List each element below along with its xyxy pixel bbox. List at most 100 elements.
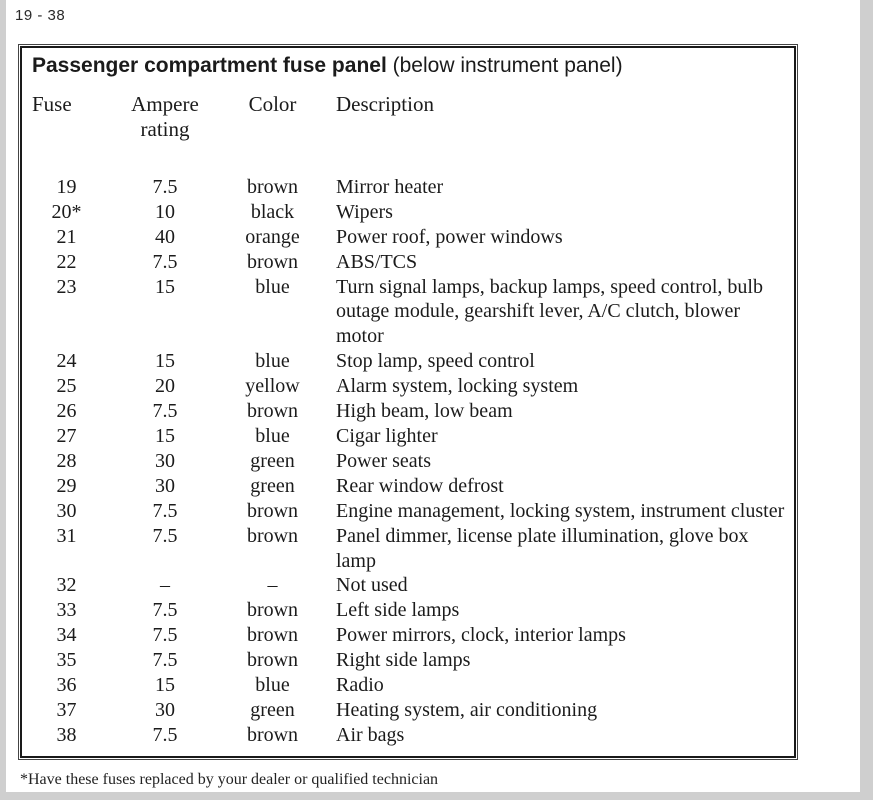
fuse-cell: 26 xyxy=(56,400,77,423)
table-title-rest: (below instrument panel) xyxy=(386,54,623,77)
description-cell: Mirror heater xyxy=(336,175,444,198)
description-cell: High beam, low beam xyxy=(336,400,513,423)
ampere-cell: 7.5 xyxy=(152,250,178,273)
table-title-row: Passenger compartment fuse panel (below … xyxy=(21,47,795,86)
table-row: 26 7.5 brown High beam, low beam xyxy=(21,399,795,424)
color-cell: green xyxy=(250,449,295,472)
fuse-cell: 24 xyxy=(56,350,77,373)
color-cell: brown xyxy=(246,250,299,273)
fuse-panel-table: Passenger compartment fuse panel (below … xyxy=(20,46,796,758)
table-row: 32 – – Not used xyxy=(21,573,795,598)
ampere-cell: 7.5 xyxy=(152,499,178,522)
fuse-cell: 27 xyxy=(56,424,77,447)
color-cell: brown xyxy=(246,499,299,522)
fuse-cell: 19 xyxy=(56,175,77,198)
ampere-cell: 7.5 xyxy=(152,624,178,647)
ampere-cell: 15 xyxy=(155,350,175,373)
fuse-cell: 22 xyxy=(56,250,77,273)
color-cell: brown xyxy=(246,599,299,622)
fuse-cell: 23 xyxy=(56,275,77,298)
description-cell: Stop lamp, speed control xyxy=(336,350,535,373)
fuse-cell: 21 xyxy=(56,225,77,248)
column-header-fuse: Fuse xyxy=(32,91,72,116)
fuse-cell: 35 xyxy=(56,649,77,672)
color-cell: brown xyxy=(246,524,299,547)
ampere-cell: 15 xyxy=(155,275,175,298)
description-cell: Radio xyxy=(336,674,384,697)
ampere-cell: 20 xyxy=(155,375,175,398)
color-cell: yellow xyxy=(245,375,300,398)
table-row: 29 30 green Rear window defrost xyxy=(21,474,795,499)
column-header-description: Description xyxy=(336,91,434,116)
color-cell: brown xyxy=(246,400,299,423)
fuse-cell: 28 xyxy=(56,449,77,472)
color-cell: brown xyxy=(246,175,299,198)
table-row: 35 7.5 brown Right side lamps xyxy=(21,648,795,673)
ampere-cell: 7.5 xyxy=(152,524,178,547)
table-row: 34 7.5 brown Power mirrors, clock, interior… xyxy=(21,623,795,648)
ampere-cell: 7.5 xyxy=(152,723,178,746)
table-row: 19 7.5 brown Mirror heater xyxy=(21,168,795,200)
description-cell: Wipers xyxy=(336,200,393,223)
page-number: 19 - 38 xyxy=(15,7,66,24)
ampere-cell: 30 xyxy=(155,474,175,497)
scanned-page: 19 - 38 Passenger compartment fuse panel… xyxy=(6,0,860,792)
description-cell: ABS/TCS xyxy=(336,250,418,273)
ampere-cell: 10 xyxy=(155,200,175,223)
fuse-cell: 37 xyxy=(56,698,77,721)
ampere-cell: 15 xyxy=(155,424,175,447)
table-title: Passenger compartment fuse panel (below … xyxy=(21,47,795,86)
description-cell: Power roof, power windows xyxy=(336,225,563,248)
table-row: 24 15 blue Stop lamp, speed control xyxy=(21,349,795,374)
color-cell: brown xyxy=(246,723,299,746)
table-row: 36 15 blue Radio xyxy=(21,673,795,698)
description-cell: Engine management, locking system, instr… xyxy=(336,499,785,522)
color-cell: brown xyxy=(246,649,299,672)
color-cell: orange xyxy=(245,225,300,248)
fuse-cell: 29 xyxy=(56,474,77,497)
ampere-cell: 7.5 xyxy=(152,400,178,423)
color-cell: black xyxy=(250,200,295,223)
color-cell: blue xyxy=(255,424,290,447)
column-header-row: Fuse Ampere rating Color Description xyxy=(21,86,795,168)
ampere-cell: 30 xyxy=(155,698,175,721)
description-cell: Panel dimmer, license plate illumination… xyxy=(336,524,749,572)
description-cell: Right side lamps xyxy=(336,649,471,672)
table-row: 31 7.5 brown Panel dimmer, license plate il… xyxy=(21,524,795,574)
description-cell: Cigar lighter xyxy=(336,424,438,447)
description-cell: Left side lamps xyxy=(336,599,460,622)
table-row: 21 40 orange Power roof, power windows xyxy=(21,225,795,250)
table-row: 28 30 green Power seats xyxy=(21,449,795,474)
table-row: 20* 10 black Wipers xyxy=(21,200,795,225)
color-cell: – xyxy=(267,574,278,597)
ampere-cell: 40 xyxy=(155,225,175,248)
ampere-cell: 7.5 xyxy=(152,649,178,672)
table-title-bold: Passenger compartment fuse panel xyxy=(32,54,387,77)
fuse-cell: 36 xyxy=(56,674,77,697)
table-row: 38 7.5 brown Air bags xyxy=(21,723,795,757)
table-row: 25 20 yellow Alarm system, locking system xyxy=(21,374,795,399)
color-cell: blue xyxy=(255,350,290,373)
fuse-cell: 30 xyxy=(56,499,77,522)
fuse-cell: 31 xyxy=(56,524,77,547)
color-cell: brown xyxy=(246,624,299,647)
footnote: *Have these fuses replaced by your deale… xyxy=(20,771,439,788)
description-cell: Turn signal lamps, backup lamps, speed c… xyxy=(336,275,763,348)
color-cell: green xyxy=(250,474,295,497)
fuse-cell: 33 xyxy=(56,599,77,622)
table-row: 33 7.5 brown Left side lamps xyxy=(21,598,795,623)
column-header-ampere: Ampere rating xyxy=(131,91,199,141)
fuse-table-head: Passenger compartment fuse panel (below … xyxy=(21,47,795,168)
description-cell: Power seats xyxy=(336,449,431,472)
color-cell: green xyxy=(250,698,295,721)
fuse-cell: 20* xyxy=(51,200,82,223)
description-cell: Not used xyxy=(336,574,408,597)
column-header-color: Color xyxy=(248,91,297,116)
description-cell: Heating system, air conditioning xyxy=(336,698,598,721)
ampere-cell: 15 xyxy=(155,674,175,697)
ampere-cell: 7.5 xyxy=(152,175,178,198)
description-cell: Power mirrors, clock, interior lamps xyxy=(336,624,626,647)
ampere-cell: 30 xyxy=(155,449,175,472)
table-row: 37 30 green Heating system, air conditionin… xyxy=(21,698,795,723)
description-cell: Alarm system, locking system xyxy=(336,375,579,398)
